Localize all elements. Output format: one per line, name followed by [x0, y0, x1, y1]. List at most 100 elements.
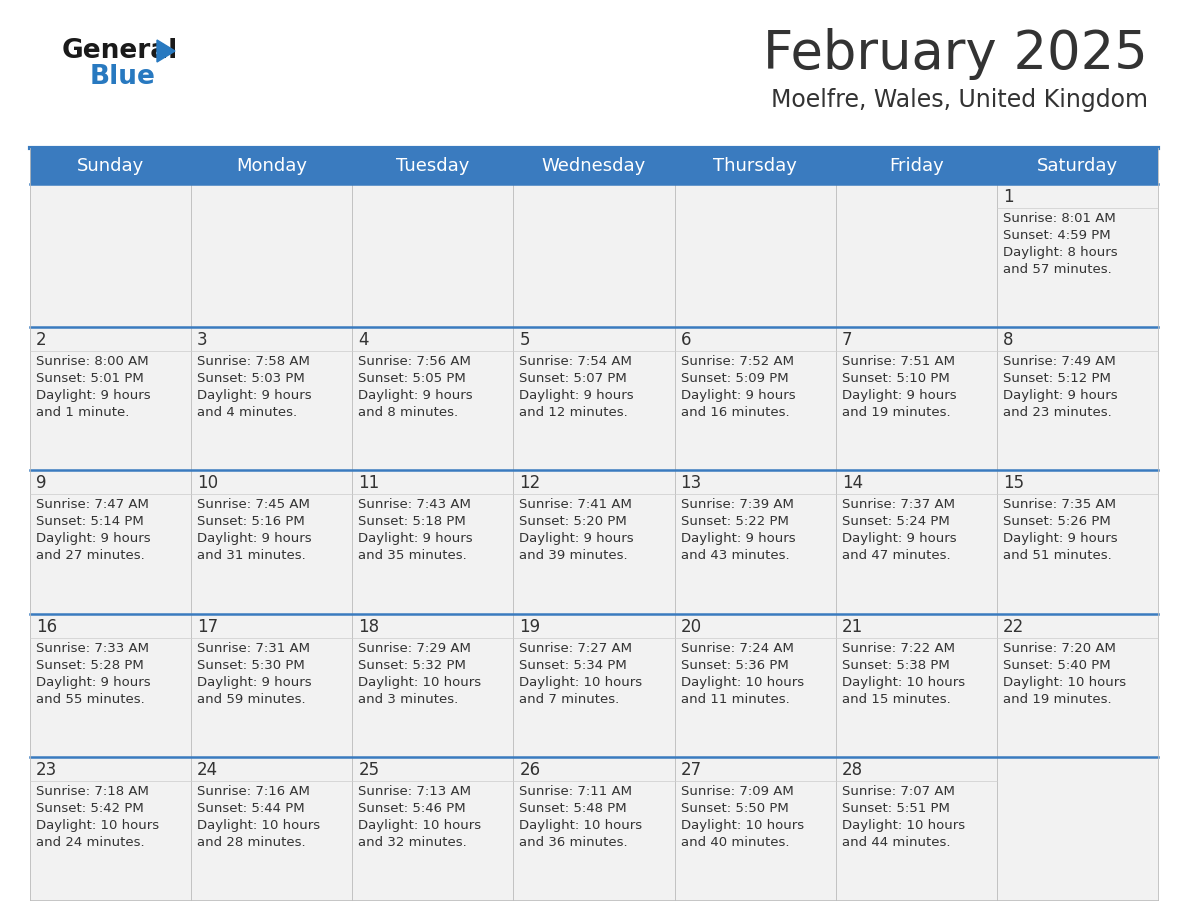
Text: and 51 minutes.: and 51 minutes.	[1003, 549, 1112, 563]
Text: and 36 minutes.: and 36 minutes.	[519, 835, 628, 849]
Text: 24: 24	[197, 761, 219, 778]
Text: 1: 1	[1003, 188, 1013, 206]
Text: Daylight: 9 hours: Daylight: 9 hours	[197, 389, 311, 402]
Text: and 23 minutes.: and 23 minutes.	[1003, 406, 1112, 420]
Text: Sunrise: 7:07 AM: Sunrise: 7:07 AM	[842, 785, 955, 798]
Text: Sunday: Sunday	[77, 157, 144, 175]
Text: Sunset: 5:34 PM: Sunset: 5:34 PM	[519, 658, 627, 672]
Text: Daylight: 10 hours: Daylight: 10 hours	[1003, 676, 1126, 688]
Text: Friday: Friday	[889, 157, 943, 175]
Text: Sunset: 5:09 PM: Sunset: 5:09 PM	[681, 372, 788, 386]
Text: and 4 minutes.: and 4 minutes.	[197, 406, 297, 420]
Text: and 44 minutes.: and 44 minutes.	[842, 835, 950, 849]
Text: Daylight: 10 hours: Daylight: 10 hours	[842, 819, 965, 832]
Bar	[353, 470, 513, 613]
Text: Daylight: 9 hours: Daylight: 9 hours	[1003, 389, 1118, 402]
Text: 23: 23	[36, 761, 57, 778]
Text: Sunset: 5:18 PM: Sunset: 5:18 PM	[359, 515, 466, 529]
Text: Sunrise: 8:01 AM: Sunrise: 8:01 AM	[1003, 212, 1116, 225]
Text: Sunrise: 7:54 AM: Sunrise: 7:54 AM	[519, 355, 632, 368]
Text: Sunset: 5:05 PM: Sunset: 5:05 PM	[359, 372, 466, 386]
Text: Daylight: 10 hours: Daylight: 10 hours	[842, 676, 965, 688]
Text: Sunset: 5:12 PM: Sunset: 5:12 PM	[1003, 372, 1111, 386]
Text: and 12 minutes.: and 12 minutes.	[519, 406, 628, 420]
Bar	[675, 327, 835, 470]
Text: Daylight: 9 hours: Daylight: 9 hours	[519, 389, 634, 402]
Bar	[513, 327, 675, 470]
Text: Sunrise: 7:51 AM: Sunrise: 7:51 AM	[842, 355, 955, 368]
Text: Sunset: 5:44 PM: Sunset: 5:44 PM	[197, 801, 305, 815]
Bar	[675, 184, 835, 327]
Text: Daylight: 10 hours: Daylight: 10 hours	[359, 676, 481, 688]
Text: 7: 7	[842, 331, 852, 349]
Bar	[997, 470, 1158, 613]
Text: Sunset: 5:07 PM: Sunset: 5:07 PM	[519, 372, 627, 386]
Text: Blue: Blue	[90, 64, 156, 90]
Text: and 47 minutes.: and 47 minutes.	[842, 549, 950, 563]
Bar	[191, 613, 353, 756]
Text: Daylight: 10 hours: Daylight: 10 hours	[519, 676, 643, 688]
Text: Sunrise: 7:52 AM: Sunrise: 7:52 AM	[681, 355, 794, 368]
Text: and 31 minutes.: and 31 minutes.	[197, 549, 305, 563]
Text: 16: 16	[36, 618, 57, 635]
Bar	[997, 613, 1158, 756]
Text: Sunrise: 7:09 AM: Sunrise: 7:09 AM	[681, 785, 794, 798]
Bar	[675, 613, 835, 756]
Text: and 1 minute.: and 1 minute.	[36, 406, 129, 420]
Polygon shape	[157, 40, 175, 62]
Text: and 55 minutes.: and 55 minutes.	[36, 692, 145, 706]
Text: 3: 3	[197, 331, 208, 349]
Text: Sunset: 5:03 PM: Sunset: 5:03 PM	[197, 372, 305, 386]
Text: 6: 6	[681, 331, 691, 349]
Text: Sunset: 5:01 PM: Sunset: 5:01 PM	[36, 372, 144, 386]
Text: Sunrise: 7:11 AM: Sunrise: 7:11 AM	[519, 785, 632, 798]
Text: February 2025: February 2025	[763, 28, 1148, 80]
Bar	[835, 470, 997, 613]
Text: Sunrise: 7:29 AM: Sunrise: 7:29 AM	[359, 642, 472, 655]
Text: and 35 minutes.: and 35 minutes.	[359, 549, 467, 563]
Text: 17: 17	[197, 618, 219, 635]
Text: Sunset: 5:28 PM: Sunset: 5:28 PM	[36, 658, 144, 672]
Text: Wednesday: Wednesday	[542, 157, 646, 175]
Text: Sunset: 5:10 PM: Sunset: 5:10 PM	[842, 372, 949, 386]
Text: Sunrise: 7:37 AM: Sunrise: 7:37 AM	[842, 498, 955, 511]
Text: Daylight: 10 hours: Daylight: 10 hours	[36, 819, 159, 832]
Text: Sunrise: 7:18 AM: Sunrise: 7:18 AM	[36, 785, 148, 798]
Text: Sunset: 5:48 PM: Sunset: 5:48 PM	[519, 801, 627, 815]
Text: Sunrise: 8:00 AM: Sunrise: 8:00 AM	[36, 355, 148, 368]
Bar	[513, 184, 675, 327]
Text: 25: 25	[359, 761, 379, 778]
Text: and 19 minutes.: and 19 minutes.	[842, 406, 950, 420]
Text: and 15 minutes.: and 15 minutes.	[842, 692, 950, 706]
Bar	[30, 184, 191, 327]
Text: Sunrise: 7:24 AM: Sunrise: 7:24 AM	[681, 642, 794, 655]
Bar	[513, 613, 675, 756]
Text: 4: 4	[359, 331, 368, 349]
Text: 22: 22	[1003, 618, 1024, 635]
Text: Daylight: 9 hours: Daylight: 9 hours	[36, 532, 151, 545]
Bar	[30, 613, 191, 756]
Bar	[835, 613, 997, 756]
Text: Sunrise: 7:56 AM: Sunrise: 7:56 AM	[359, 355, 472, 368]
Bar	[191, 756, 353, 900]
Text: and 59 minutes.: and 59 minutes.	[197, 692, 305, 706]
Text: 9: 9	[36, 475, 46, 492]
Text: and 28 minutes.: and 28 minutes.	[197, 835, 305, 849]
Bar	[513, 470, 675, 613]
Text: 21: 21	[842, 618, 862, 635]
Text: 27: 27	[681, 761, 702, 778]
Text: Sunrise: 7:49 AM: Sunrise: 7:49 AM	[1003, 355, 1116, 368]
Text: Tuesday: Tuesday	[396, 157, 469, 175]
Text: Daylight: 9 hours: Daylight: 9 hours	[519, 532, 634, 545]
Text: Sunset: 5:38 PM: Sunset: 5:38 PM	[842, 658, 949, 672]
Bar	[835, 756, 997, 900]
Bar	[353, 148, 513, 184]
Text: Daylight: 9 hours: Daylight: 9 hours	[842, 532, 956, 545]
Text: Sunrise: 7:45 AM: Sunrise: 7:45 AM	[197, 498, 310, 511]
Text: and 57 minutes.: and 57 minutes.	[1003, 263, 1112, 276]
Text: 14: 14	[842, 475, 862, 492]
Text: 11: 11	[359, 475, 379, 492]
Text: Sunrise: 7:33 AM: Sunrise: 7:33 AM	[36, 642, 148, 655]
Text: Sunrise: 7:39 AM: Sunrise: 7:39 AM	[681, 498, 794, 511]
Bar	[513, 756, 675, 900]
